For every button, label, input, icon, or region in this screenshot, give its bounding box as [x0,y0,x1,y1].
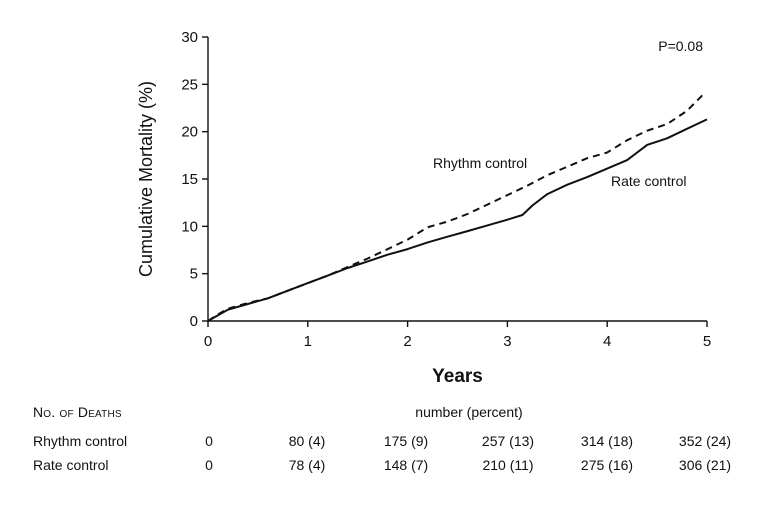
risk-cell: 0 [205,433,213,449]
p-value-annotation: P=0.08 [658,38,703,54]
risk-table-header: No. of Deaths [33,404,122,420]
y-tick-label: 30 [181,29,198,46]
y-axis-title: Cumulative Mortality (%) [136,81,156,277]
x-tick-label: 5 [703,333,711,350]
x-tick-label: 1 [304,333,312,350]
risk-cell: 352 (24) [678,433,732,449]
risk-cell: 306 (21) [678,457,732,473]
risk-row-label: Rate control [33,457,109,473]
risk-cell: 210 (11) [482,457,534,473]
series-layer [207,94,708,322]
y-tick-label: 0 [190,313,198,330]
risk-cell: 80 (4) [288,433,326,449]
axes: 0 5 10 15 20 25 30 0 1 2 3 4 5 [181,29,711,350]
y-tick-label: 25 [181,76,198,93]
y-tick-label: 20 [181,124,198,141]
x-tick-label: 3 [503,333,511,350]
risk-cell: 314 (18) [580,433,634,449]
risk-cell: 0 [205,457,213,473]
x-tick-label: 2 [403,333,411,350]
rhythm-control-annotation: Rhythm control [433,155,527,171]
rate-control-annotation: Rate control [611,173,686,189]
x-axis-title: Years [432,366,483,387]
y-tick-label: 15 [181,171,198,188]
risk-cell: 78 (4) [288,457,326,473]
risk-cell: 257 (13) [481,433,535,449]
risk-table-subheader: number (percent) [415,404,523,420]
x-tick-label: 0 [204,333,212,350]
y-tick-label: 10 [181,218,198,235]
y-tick-label: 5 [190,266,198,283]
risk-cell: 175 (9) [383,433,429,449]
x-tick-label: 4 [603,333,611,350]
series-line-rate-control [207,118,708,322]
risk-cell: 148 (7) [383,457,429,473]
risk-row-label: Rhythm control [33,433,128,449]
risk-cell: 275 (16) [580,457,634,473]
